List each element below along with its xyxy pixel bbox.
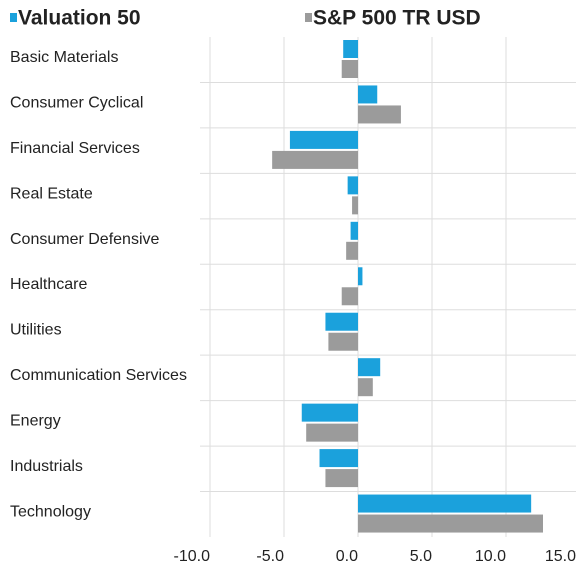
bar	[358, 267, 363, 286]
bar	[347, 176, 358, 195]
bar	[358, 494, 532, 513]
bar	[346, 241, 358, 260]
x-tick-label: -10.0	[174, 548, 211, 565]
category-label: Utilities	[10, 322, 62, 339]
category-label: Technology	[10, 503, 91, 520]
bar	[358, 358, 381, 377]
bar	[301, 403, 358, 422]
category-label: Basic Materials	[10, 49, 118, 66]
bar	[358, 514, 543, 533]
bar	[328, 332, 358, 351]
x-tick-label: -5.0	[256, 548, 284, 565]
x-tick-label: 15.0	[545, 548, 576, 565]
bar	[343, 40, 358, 58]
legend-swatch	[305, 13, 312, 22]
bar	[341, 287, 358, 306]
bar	[289, 130, 358, 149]
category-label: Real Estate	[10, 185, 93, 202]
bar	[341, 60, 358, 78]
bar	[350, 221, 358, 240]
bar	[325, 469, 358, 488]
bar	[352, 196, 358, 215]
bar	[325, 312, 358, 331]
legend-swatch	[10, 13, 17, 22]
x-tick-label: 0.0	[336, 548, 358, 565]
category-label: Communication Services	[10, 367, 187, 384]
category-label: Financial Services	[10, 140, 140, 157]
category-label: Healthcare	[10, 276, 87, 293]
category-label: Consumer Cyclical	[10, 94, 143, 111]
bar	[358, 85, 378, 104]
x-tick-label: 10.0	[475, 548, 506, 565]
bar	[358, 105, 401, 124]
legend-label: S&P 500 TR USD	[313, 7, 481, 30]
bar	[358, 378, 373, 397]
category-label: Industrials	[10, 458, 83, 475]
category-label: Energy	[10, 413, 61, 430]
bar	[272, 150, 358, 169]
legend-label: Valuation 50	[18, 7, 141, 30]
bar	[306, 423, 358, 442]
x-tick-label: 5.0	[410, 548, 432, 565]
bar	[319, 449, 358, 468]
category-label: Consumer Defensive	[10, 231, 160, 248]
